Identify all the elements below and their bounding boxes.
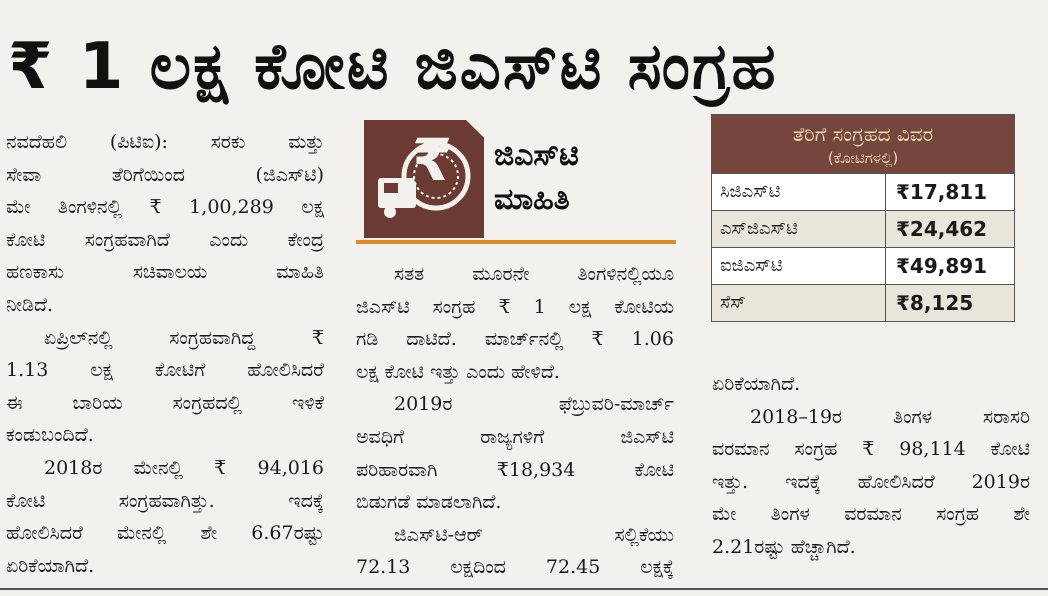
text-line: 72.13 ಲಕ್ಷದಿಂದ 72.45 ಲಕ್ಷಕ್ಕೆ xyxy=(356,556,674,579)
text-line: ಕೋಟಿ ಸಂಗ್ರಹವಾಗಿದೆ ಎಂದು ಕೇಂದ್ರ xyxy=(6,228,324,251)
logo-underline xyxy=(356,240,676,244)
article-column-3: ಏರಿಕೆಯಾಗಿದೆ. 2018–19ರ ತಿಂಗಳ ಸರಾಸರಿ ವರಮಾನ ಸ… xyxy=(712,368,1030,564)
text-line: ಕೋಟಿ ಸಂಗ್ರಹವಾಗಿತ್ತು. ಇದಕ್ಕೆ xyxy=(6,489,324,512)
text-line: ಈ ಬಾರಿಯ ಸಂಗ್ರಹದಲ್ಲಿ ಇಳಿಕೆ xyxy=(6,391,324,414)
table-subtitle: (ಕೋಟಿಗಳಲ್ಲಿ) xyxy=(827,149,899,167)
table-row: ಎಸ್‌ಜಿಎಸ್‌ಟಿ ₹24,462 xyxy=(712,210,1014,247)
text-line: ನೀಡಿದೆ. xyxy=(6,293,54,316)
truck-rupee-icon: ₹ xyxy=(378,126,471,218)
bottom-divider xyxy=(0,588,1048,590)
text-line: 2019ರ ಫೆಬ್ರುವರಿ-ಮಾರ್ಚ್ xyxy=(394,393,674,416)
text-line: 2018–19ರ ತಿಂಗಳ ಸರಾಸರಿ xyxy=(750,405,1030,428)
text-line: ವರಮಾನ ಸಂಗ್ರಹ ₹ 98,114 ಕೋಟಿ xyxy=(712,438,1030,461)
text-line: ಸತತ ಮೂರನೇ ತಿಂಗಳಿನಲ್ಲಿಯೂ xyxy=(394,263,674,285)
table-row: ಸಿಜಿಎಸ್‌ಟಿ ₹17,811 xyxy=(712,173,1014,210)
text-line: ಏಪ್ರಿಲ್‌ನಲ್ಲಿ ಸಂಗ್ರಹವಾಗಿದ್ದ ₹ xyxy=(44,326,324,349)
text-line: ಲಕ್ಷ ಕೋಟಿ ಇತ್ತು ಎಂದು ಹೇಳಿದೆ. xyxy=(356,360,560,383)
logo-box: ₹ xyxy=(364,120,484,238)
svg-text:₹: ₹ xyxy=(412,126,452,194)
text-line: ಪರಿಹಾರವಾಗಿ ₹18,934 ಕೋಟಿ xyxy=(356,458,674,481)
tax-collection-table: ತೆರಿಗೆ ಸಂಗ್ರಹದ ವಿವರ (ಕೋಟಿಗಳಲ್ಲಿ) ಸಿಜಿಎಸ್… xyxy=(711,114,1015,322)
row-value: ₹49,891 xyxy=(896,254,988,278)
text-line: ಜಿಎಸ್‌ಟಿ-ಆರ್ ಸಲ್ಲಿಕೆಯು xyxy=(394,523,674,546)
row-label: ಸಿಜಿಎಸ್‌ಟಿ xyxy=(712,174,886,210)
text-line: 2018ರ ಮೇನಲ್ಲಿ ₹ 94,016 xyxy=(44,456,324,479)
text-line: ಸೇವಾ ತೆರಿಗೆಯಿಂದ (ಜಿಎಸ್‌ಟಿ) xyxy=(6,163,324,186)
text-line: ಹಣಕಾಸು ಸಚಿವಾಲಯ ಮಾಹಿತಿ xyxy=(6,261,324,284)
logo-title-line1: ಜಿಎಸ್‌ಟಿ xyxy=(494,138,579,173)
text-line: ಅವಧಿಗೆ ರಾಜ್ಯಗಳಿಗೆ ಜಿಎಸ್‌ಟಿ xyxy=(356,425,674,448)
text-line: ನವದೆಹಲಿ (ಪಿಟಿಐ): ಸರಕು ಮತ್ತು xyxy=(6,131,324,153)
row-label: ಐಜಿಎಸ್‌ಟಿ xyxy=(712,248,886,284)
row-label: ಸೆಸ್ xyxy=(712,285,886,321)
article-column-2: ಸತತ ಮೂರನೇ ತಿಂಗಳಿನಲ್ಲಿಯೂ ಜಿಎಸ್‌ಟಿ ಸಂಗ್ರಹ ₹… xyxy=(356,258,674,584)
text-line: ಹೋಲಿಸಿದರೆ ಮೇನಲ್ಲಿ ಶೇ 6.67ರಷ್ಟು xyxy=(6,522,324,545)
text-line: ಕಂಡುಬಂದಿದೆ. xyxy=(6,424,94,447)
text-line: ಏರಿಕೆಯಾಗಿದೆ. xyxy=(712,373,801,395)
row-value: ₹24,462 xyxy=(896,217,988,241)
text-line: ಜಿಎಸ್‌ಟಿ ಸಂಗ್ರಹ ₹ 1 ಲಕ್ಷ ಕೋಟಿಯ xyxy=(356,295,674,318)
text-line: ಮೇ ತಿಂಗಳಿನಲ್ಲಿ ₹ 1,00,289 ಲಕ್ಷ xyxy=(6,196,324,219)
text-line: ಇತ್ತು. ಇದಕ್ಕೆ ಹೋಲಿಸಿದರೆ 2019ರ xyxy=(712,470,1030,493)
gst-info-logo: ₹ ಜಿಎಸ್‌ಟಿ ಮಾಹಿತಿ xyxy=(356,120,676,250)
text-line: ಮೇ ತಿಂಗಳ ವರಮಾನ ಸಂಗ್ರಹ ಶೇ xyxy=(712,503,1030,526)
logo-title-line2: ಮಾಹಿತಿ xyxy=(494,182,570,217)
headline: ₹ 1 ಲಕ್ಷ ಕೋಟಿ ಜಿಎಸ್‌ಟಿ ಸಂಗ್ರಹ xyxy=(8,30,778,104)
text-line: 2.21ರಷ್ಟು ಹೆಚ್ಚಾಗಿದೆ. xyxy=(712,535,856,558)
text-line: ಗಡಿ ದಾಟಿದೆ. ಮಾರ್ಚ್‌ನಲ್ಲಿ ₹ 1.06 xyxy=(356,328,674,351)
row-value: ₹17,811 xyxy=(896,180,988,204)
row-value: ₹8,125 xyxy=(896,291,974,315)
text-line: ಬಿಡುಗಡೆ ಮಾಡಲಾಗಿದೆ. xyxy=(356,491,502,514)
row-label: ಎಸ್‌ಜಿಎಸ್‌ಟಿ xyxy=(712,211,886,247)
table-title: ತೆರಿಗೆ ಸಂಗ್ರಹದ ವಿವರ xyxy=(792,122,934,146)
table-header: ತೆರಿಗೆ ಸಂಗ್ರಹದ ವಿವರ (ಕೋಟಿಗಳಲ್ಲಿ) xyxy=(712,115,1014,173)
text-line: ಏರಿಕೆಯಾಗಿದೆ. xyxy=(6,554,95,577)
table-row: ಸೆಸ್ ₹8,125 xyxy=(712,284,1014,321)
table-row: ಐಜಿಎಸ್‌ಟಿ ₹49,891 xyxy=(712,247,1014,284)
text-line: 1.13 ಲಕ್ಷ ಕೋಟಿಗೆ ಹೋಲಿಸಿದರೆ xyxy=(6,359,324,382)
article-column-1: ನವದೆಹಲಿ (ಪಿಟಿಐ): ಸರಕು ಮತ್ತು ಸೇವಾ ತೆರಿಗೆಯಿ… xyxy=(6,126,324,582)
